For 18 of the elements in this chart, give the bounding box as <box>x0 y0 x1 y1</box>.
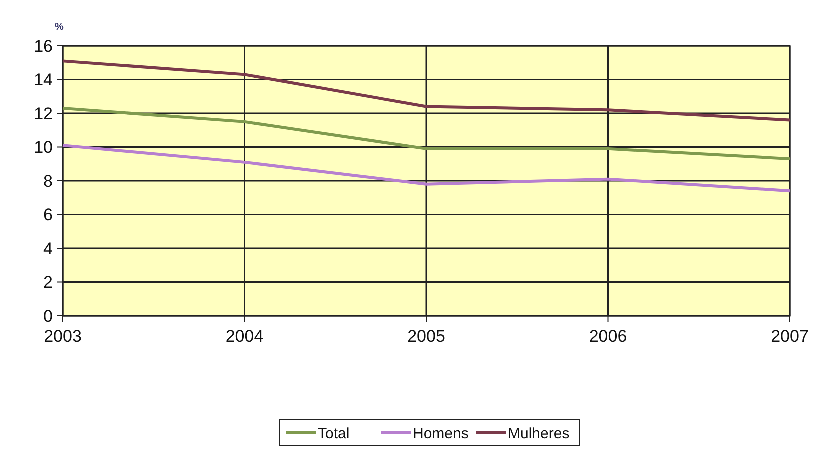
legend-label: Total <box>318 425 350 442</box>
y-tick-label: 0 <box>44 306 53 326</box>
y-tick-label: 2 <box>44 273 53 292</box>
y-tick-label: 10 <box>34 138 53 158</box>
legend-label: Mulheres <box>508 425 570 442</box>
y-axis-title: % <box>55 22 64 33</box>
y-tick-label: 4 <box>44 239 53 258</box>
y-tick-label: 16 <box>34 36 53 56</box>
y-tick-label: 14 <box>34 70 53 90</box>
x-tick-label: 2006 <box>589 327 628 346</box>
x-tick-label: 2004 <box>226 327 264 346</box>
x-tick-label: 2007 <box>771 327 809 346</box>
y-tick-label: 12 <box>34 104 53 124</box>
legend-label: Homens <box>413 425 469 442</box>
x-tick-label: 2005 <box>408 327 446 346</box>
y-tick-label: 8 <box>44 172 53 191</box>
x-tick-label: 2003 <box>44 327 82 346</box>
y-tick-label: 6 <box>44 206 53 225</box>
